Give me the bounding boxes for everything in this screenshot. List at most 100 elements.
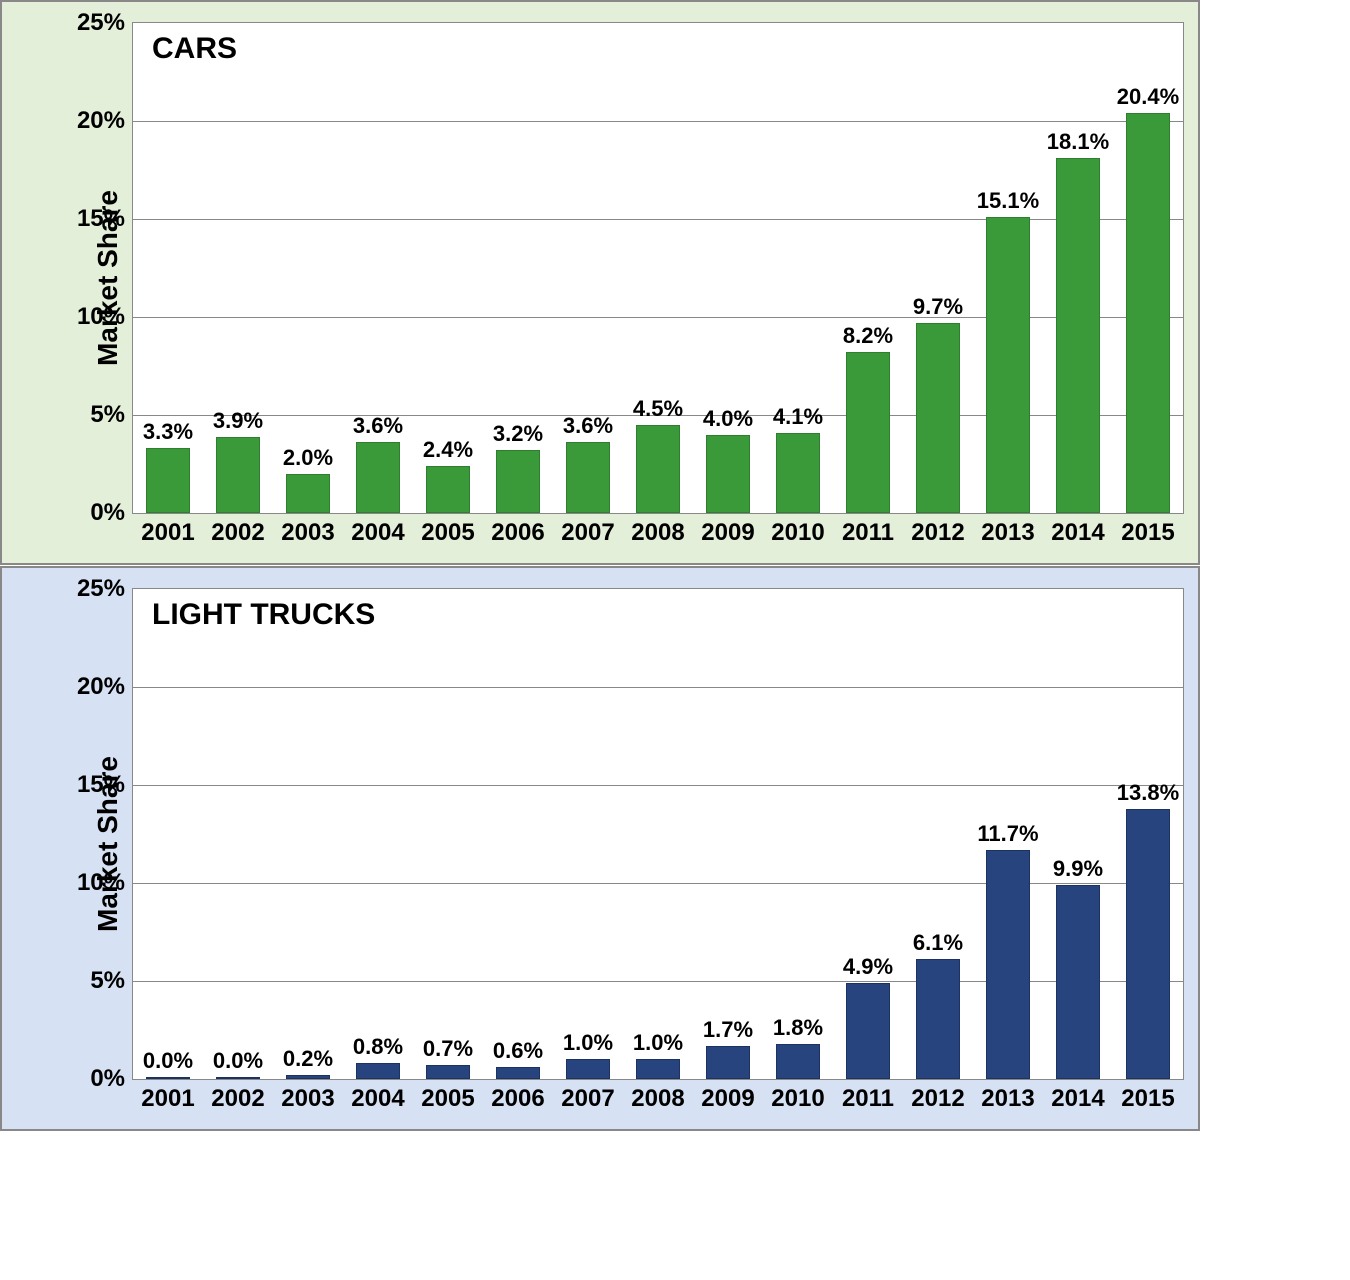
y-axis-label-light-trucks: Market Share — [92, 756, 124, 932]
xtick-label: 2002 — [211, 1085, 264, 1113]
xtick-label: 2008 — [631, 519, 684, 547]
xtick-label: 2002 — [211, 519, 264, 547]
plot-area-cars: 0%5%10%15%20%25%3.3%20013.9%20022.0%2003… — [132, 22, 1184, 514]
xtick-label: 2010 — [771, 519, 824, 547]
bar-label: 3.2% — [493, 421, 543, 447]
bar-label: 3.9% — [213, 408, 263, 434]
ytick-label: 25% — [77, 575, 125, 603]
bar-label: 8.2% — [843, 323, 893, 349]
bar-label: 9.7% — [913, 294, 963, 320]
xtick-label: 2013 — [981, 1085, 1034, 1113]
ytick-label: 20% — [77, 673, 125, 701]
bar-light-trucks-2010: 1.8% — [776, 1044, 819, 1079]
bar-label: 1.8% — [773, 1015, 823, 1041]
bar-label: 3.6% — [353, 413, 403, 439]
y-axis-label-cars: Market Share — [92, 190, 124, 366]
xtick-label: 2011 — [842, 519, 894, 547]
xtick-label: 2009 — [701, 1085, 754, 1113]
bar-light-trucks-2012: 6.1% — [916, 959, 959, 1079]
bar-label: 0.2% — [283, 1046, 333, 1072]
bar-label: 0.7% — [423, 1036, 473, 1062]
bar-label: 6.1% — [913, 930, 963, 956]
bar-label: 20.4% — [1117, 84, 1179, 110]
ytick-label: 20% — [77, 107, 125, 135]
xtick-label: 2003 — [281, 519, 334, 547]
bar-light-trucks-2011: 4.9% — [846, 983, 889, 1079]
xtick-label: 2011 — [842, 1085, 894, 1113]
xtick-label: 2012 — [911, 519, 964, 547]
bar-label: 2.0% — [283, 445, 333, 471]
bar-cars-2011: 8.2% — [846, 352, 889, 513]
bar-light-trucks-2009: 1.7% — [706, 1046, 749, 1079]
xtick-label: 2004 — [351, 519, 404, 547]
bar-cars-2009: 4.0% — [706, 435, 749, 513]
bar-label: 3.3% — [143, 419, 193, 445]
ytick-label: 0% — [90, 499, 125, 527]
bar-cars-2012: 9.7% — [916, 323, 959, 513]
chart-container: 0%5%10%15%20%25%3.3%20013.9%20022.0%2003… — [0, 0, 1350, 1280]
bar-label: 2.4% — [423, 437, 473, 463]
xtick-label: 2007 — [561, 1085, 614, 1113]
xtick-label: 2015 — [1121, 519, 1174, 547]
bar-label: 15.1% — [977, 188, 1039, 214]
bar-light-trucks-2006: 0.6% — [496, 1067, 539, 1079]
bar-light-trucks-2004: 0.8% — [356, 1063, 399, 1079]
xtick-label: 2006 — [491, 519, 544, 547]
gridline — [133, 121, 1183, 122]
bar-label: 4.9% — [843, 954, 893, 980]
xtick-label: 2005 — [421, 519, 474, 547]
bar-label: 1.7% — [703, 1017, 753, 1043]
xtick-label: 2009 — [701, 519, 754, 547]
bar-cars-2002: 3.9% — [216, 437, 259, 513]
panel-title-cars: CARS — [152, 32, 237, 66]
ytick-label: 25% — [77, 9, 125, 37]
bar-label: 0.0% — [213, 1048, 263, 1074]
bar-label: 0.8% — [353, 1034, 403, 1060]
bar-light-trucks-2014: 9.9% — [1056, 885, 1099, 1079]
ytick-label: 0% — [90, 1065, 125, 1093]
bar-cars-2003: 2.0% — [286, 474, 329, 513]
panel-light-trucks: 0%5%10%15%20%25%0.0%20010.0%20020.2%2003… — [0, 566, 1200, 1131]
bar-cars-2008: 4.5% — [636, 425, 679, 513]
panel-cars: 0%5%10%15%20%25%3.3%20013.9%20022.0%2003… — [0, 0, 1200, 565]
xtick-label: 2014 — [1051, 519, 1104, 547]
xtick-label: 2001 — [141, 1085, 194, 1113]
bar-light-trucks-2013: 11.7% — [986, 850, 1029, 1079]
plot-area-light-trucks: 0%5%10%15%20%25%0.0%20010.0%20020.2%2003… — [132, 588, 1184, 1080]
bar-cars-2004: 3.6% — [356, 442, 399, 513]
bar-label: 4.5% — [633, 396, 683, 422]
ytick-label: 5% — [90, 967, 125, 995]
bar-label: 11.7% — [977, 821, 1038, 847]
xtick-label: 2003 — [281, 1085, 334, 1113]
xtick-label: 2006 — [491, 1085, 544, 1113]
xtick-label: 2001 — [141, 519, 194, 547]
xtick-label: 2013 — [981, 519, 1034, 547]
bar-cars-2013: 15.1% — [986, 217, 1029, 513]
panel-title-light-trucks: LIGHT TRUCKS — [152, 598, 375, 632]
bar-cars-2007: 3.6% — [566, 442, 609, 513]
xtick-label: 2005 — [421, 1085, 474, 1113]
bar-light-trucks-2008: 1.0% — [636, 1059, 679, 1079]
bar-cars-2005: 2.4% — [426, 466, 469, 513]
xtick-label: 2007 — [561, 519, 614, 547]
bar-cars-2006: 3.2% — [496, 450, 539, 513]
xtick-label: 2012 — [911, 1085, 964, 1113]
bar-label: 18.1% — [1047, 129, 1109, 155]
bar-cars-2010: 4.1% — [776, 433, 819, 513]
bar-cars-2015: 20.4% — [1126, 113, 1169, 513]
bar-label: 3.6% — [563, 413, 613, 439]
bar-light-trucks-2005: 0.7% — [426, 1065, 469, 1079]
bar-label: 9.9% — [1053, 856, 1103, 882]
bar-label: 13.8% — [1117, 780, 1179, 806]
bar-light-trucks-2007: 1.0% — [566, 1059, 609, 1079]
bar-label: 1.0% — [633, 1030, 683, 1056]
bar-cars-2014: 18.1% — [1056, 158, 1099, 513]
xtick-label: 2010 — [771, 1085, 824, 1113]
ytick-label: 5% — [90, 401, 125, 429]
bar-light-trucks-2015: 13.8% — [1126, 809, 1169, 1079]
bar-label: 0.0% — [143, 1048, 193, 1074]
bar-label: 1.0% — [563, 1030, 613, 1056]
bar-light-trucks-2002: 0.0% — [216, 1077, 259, 1079]
xtick-label: 2004 — [351, 1085, 404, 1113]
bar-light-trucks-2001: 0.0% — [146, 1077, 189, 1079]
